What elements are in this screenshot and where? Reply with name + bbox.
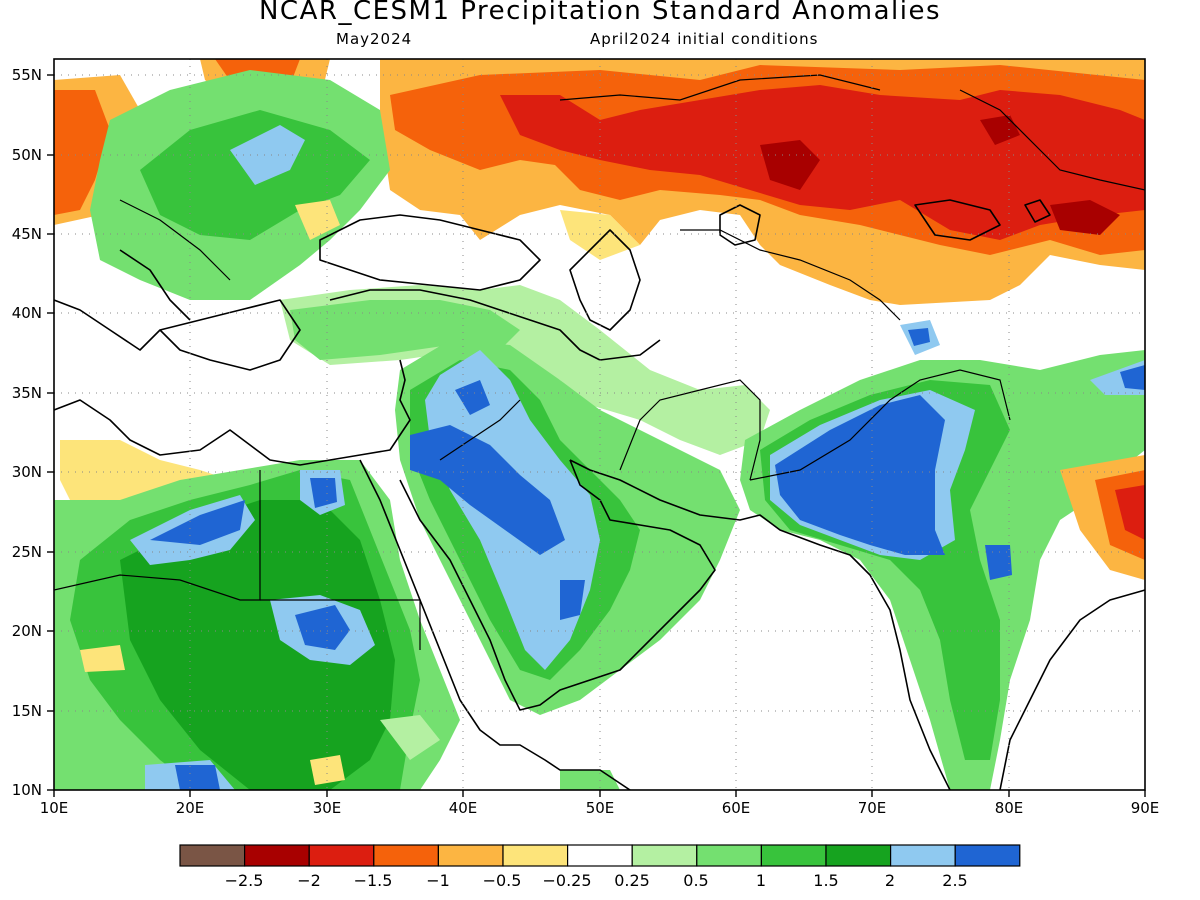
colorbar-swatch bbox=[373, 844, 439, 867]
colorbar-label: −0.25 bbox=[542, 871, 591, 890]
colorbar-label: 2.5 bbox=[942, 871, 967, 890]
colorbar-label: 1 bbox=[756, 871, 766, 890]
colorbar-swatch bbox=[244, 844, 310, 867]
lon-label-50e: 50E bbox=[586, 799, 615, 817]
country-borders bbox=[54, 74, 1145, 650]
colorbar-label: −1.5 bbox=[354, 871, 393, 890]
lat-label-45n: 45N bbox=[12, 225, 42, 243]
colorbar-swatch bbox=[566, 844, 633, 867]
colorbar-swatch bbox=[889, 844, 956, 867]
colorbar-swatch bbox=[760, 844, 827, 867]
lon-label-20e: 20E bbox=[176, 799, 205, 817]
wet-core-arabia bbox=[410, 425, 565, 555]
graticule bbox=[54, 59, 1145, 790]
lat-label-10n: 10N bbox=[12, 781, 42, 799]
lon-label-40e: 40E bbox=[449, 799, 478, 817]
lon-label-10e: 10E bbox=[40, 799, 69, 817]
colorbar-swatch bbox=[825, 844, 892, 867]
colorbar-swatch bbox=[954, 844, 1021, 867]
lat-label-30n: 30N bbox=[12, 463, 42, 481]
anomaly-field bbox=[54, 59, 1145, 790]
colorbar-label: −1 bbox=[426, 871, 450, 890]
lon-label-70e: 70E bbox=[858, 799, 887, 817]
coastlines bbox=[54, 199, 1145, 790]
colorbar-label: −0.5 bbox=[483, 871, 522, 890]
colorbar-label: 0.25 bbox=[614, 871, 650, 890]
colorbar-label: 2 bbox=[885, 871, 895, 890]
colorbar-swatch bbox=[308, 844, 375, 867]
lon-label-30e: 30E bbox=[313, 799, 342, 817]
lat-label-35n: 35N bbox=[12, 384, 42, 402]
lat-label-55n: 55N bbox=[12, 66, 42, 84]
colorbar-labels: −2.5 −2 −1.5 −1 −0.5 −0.25 0.25 0.5 1 1.… bbox=[225, 871, 968, 890]
lat-label-25n: 25N bbox=[12, 543, 42, 561]
colorbar bbox=[179, 844, 1021, 867]
colorbar-swatch bbox=[179, 844, 246, 867]
colorbar-swatch bbox=[437, 844, 504, 867]
colorbar-swatch bbox=[502, 844, 569, 867]
forecast-month: May2024 bbox=[336, 30, 413, 48]
lon-label-90e: 90E bbox=[1131, 799, 1160, 817]
lat-label-50n: 50N bbox=[12, 146, 42, 164]
map-title: NCAR_CESM1 Precipitation Standard Anomal… bbox=[258, 0, 942, 26]
colorbar-label: −2.5 bbox=[225, 871, 264, 890]
lat-label-20n: 20N bbox=[12, 622, 42, 640]
lat-label-15n: 15N bbox=[12, 702, 42, 720]
lat-label-40n: 40N bbox=[12, 304, 42, 322]
initial-conditions: April2024 initial conditions bbox=[590, 30, 819, 48]
wet-core-south-asia bbox=[775, 395, 945, 555]
lon-label-80e: 80E bbox=[995, 799, 1024, 817]
colorbar-label: 0.5 bbox=[683, 871, 708, 890]
colorbar-swatch bbox=[696, 844, 762, 867]
colorbar-label: 1.5 bbox=[813, 871, 838, 890]
colorbar-swatch bbox=[631, 844, 698, 867]
colorbar-label: −2 bbox=[297, 871, 321, 890]
lon-label-60e: 60E bbox=[722, 799, 751, 817]
